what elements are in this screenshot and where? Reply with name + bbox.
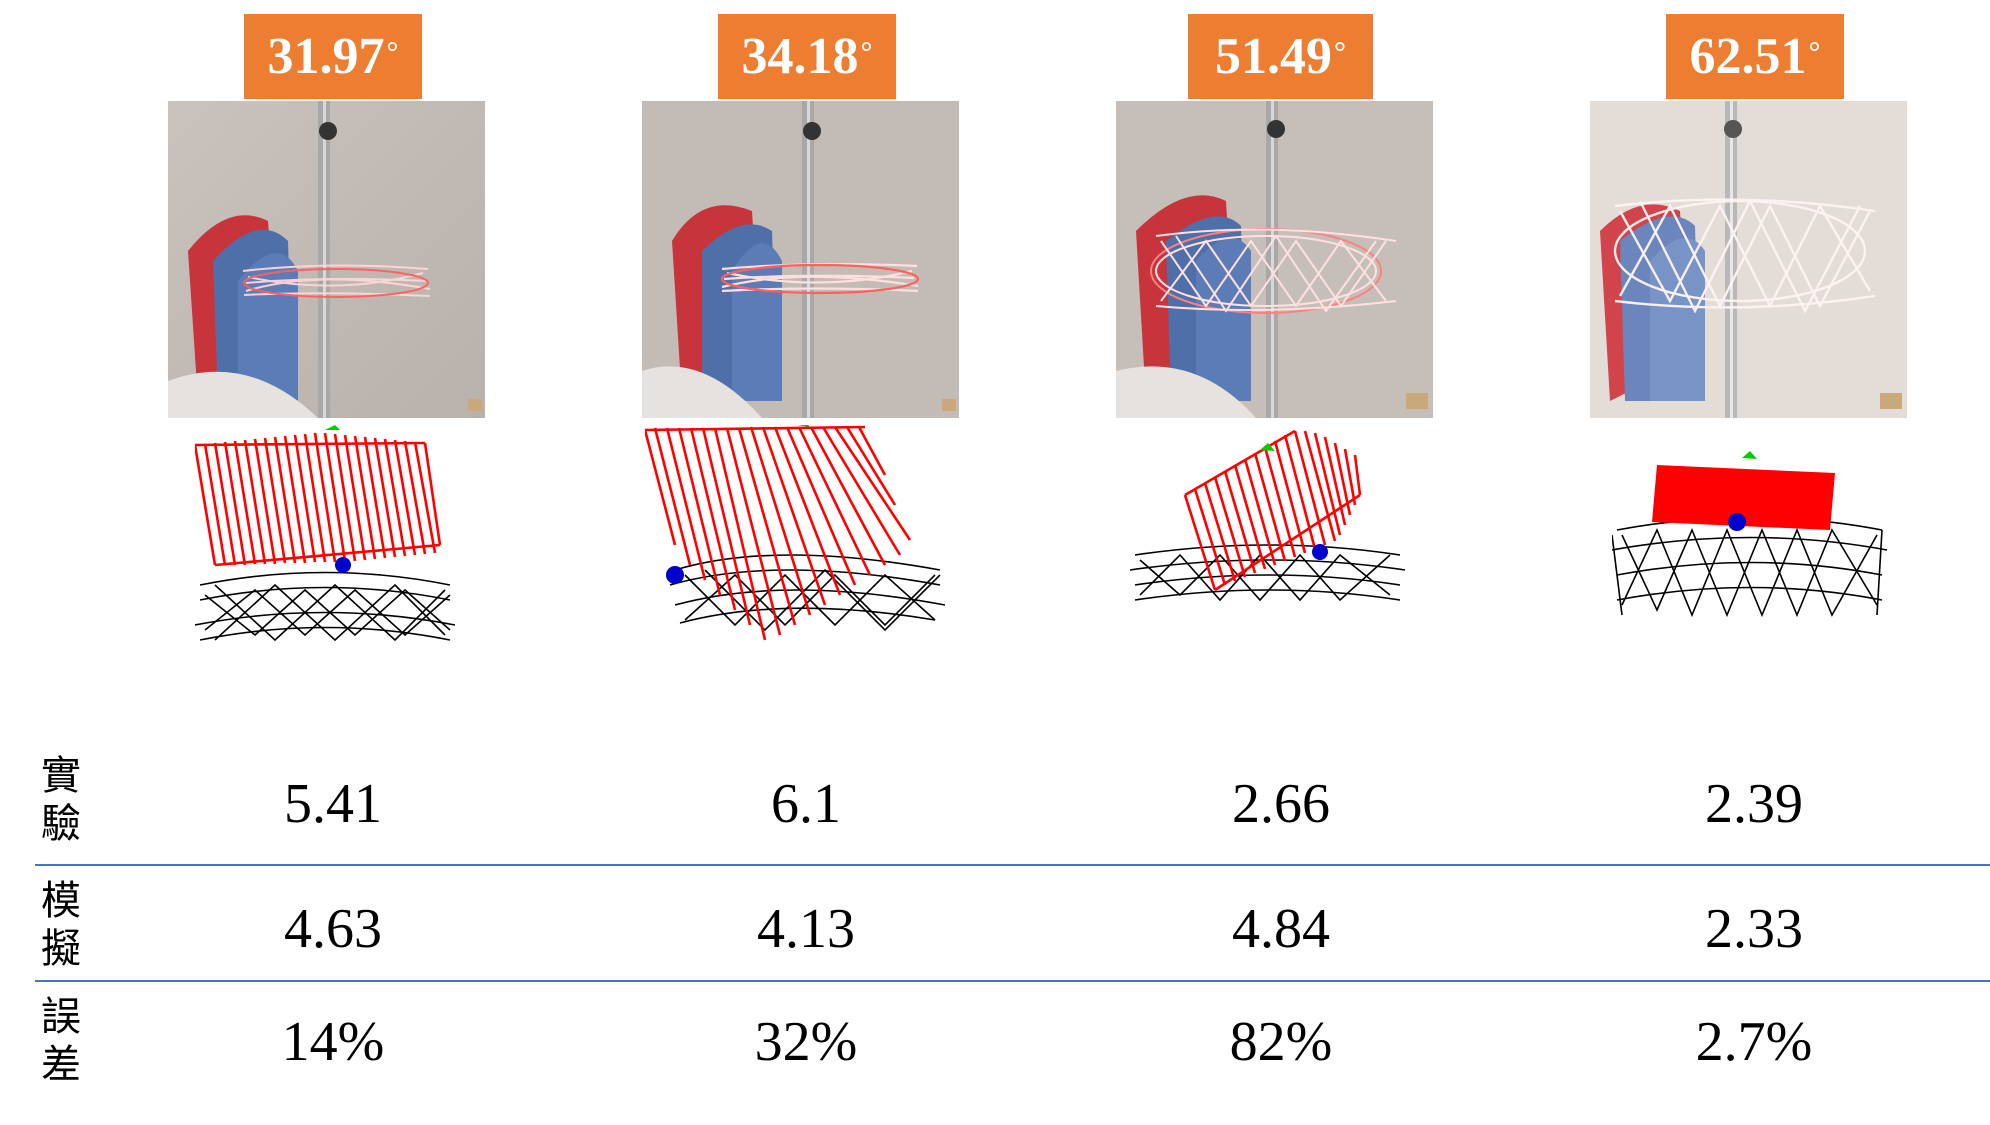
- value-experiment-2: 6.1: [771, 773, 841, 835]
- value-simulation-3: 4.84: [1232, 898, 1330, 960]
- value-error-1: 14%: [281, 1011, 385, 1073]
- row-label-experiment: 實 驗: [35, 752, 87, 848]
- angle-value-2: 34.18: [741, 28, 859, 85]
- table-divider-1: [35, 864, 1990, 866]
- row-label-simulation-char-1: 模: [41, 878, 81, 924]
- value-simulation-4: 2.33: [1705, 898, 1803, 960]
- row-label-simulation: 模 擬: [35, 877, 87, 973]
- angle-badge-1: 31.97 °: [244, 14, 422, 99]
- simulation-plot-4: [1611, 425, 1922, 655]
- value-experiment-4: 2.39: [1705, 773, 1803, 835]
- row-label-experiment-char-1: 實: [41, 753, 81, 799]
- row-label-simulation-char-2: 擬: [41, 926, 81, 972]
- degree-symbol-4: °: [1808, 35, 1821, 69]
- angle-badge-4: 62.51 °: [1666, 14, 1844, 99]
- simulation-plot-3: [1129, 425, 1440, 655]
- experiment-photo-2: [642, 101, 959, 418]
- angle-value-1: 31.97: [267, 28, 385, 85]
- experiment-photo-3: [1116, 101, 1433, 418]
- row-label-error-char-1: 誤: [41, 994, 81, 1040]
- angle-badge-2: 34.18 °: [718, 14, 896, 99]
- row-label-error: 誤 差: [35, 993, 87, 1089]
- row-label-error-char-2: 差: [41, 1042, 81, 1088]
- degree-symbol-1: °: [386, 35, 399, 69]
- experiment-photo-4: [1590, 101, 1907, 418]
- table-divider-2: [35, 980, 1990, 982]
- value-experiment-1: 5.41: [284, 773, 382, 835]
- degree-symbol-2: °: [860, 35, 873, 69]
- degree-symbol-3: °: [1334, 35, 1346, 69]
- angle-value-4: 62.51: [1689, 28, 1807, 85]
- value-simulation-1: 4.63: [284, 898, 382, 960]
- row-label-experiment-char-2: 驗: [41, 801, 81, 847]
- experiment-photo-1: [168, 101, 485, 418]
- angle-badge-3: 51.49 °: [1188, 14, 1373, 99]
- simulation-plot-2: [643, 421, 955, 655]
- angle-value-3: 51.49: [1215, 28, 1332, 85]
- value-error-4: 2.7%: [1695, 1011, 1813, 1073]
- value-error-3: 82%: [1229, 1011, 1333, 1073]
- simulation-plot-1: [193, 425, 505, 655]
- value-simulation-2: 4.13: [757, 898, 855, 960]
- value-error-2: 32%: [754, 1011, 858, 1073]
- value-experiment-3: 2.66: [1232, 773, 1330, 835]
